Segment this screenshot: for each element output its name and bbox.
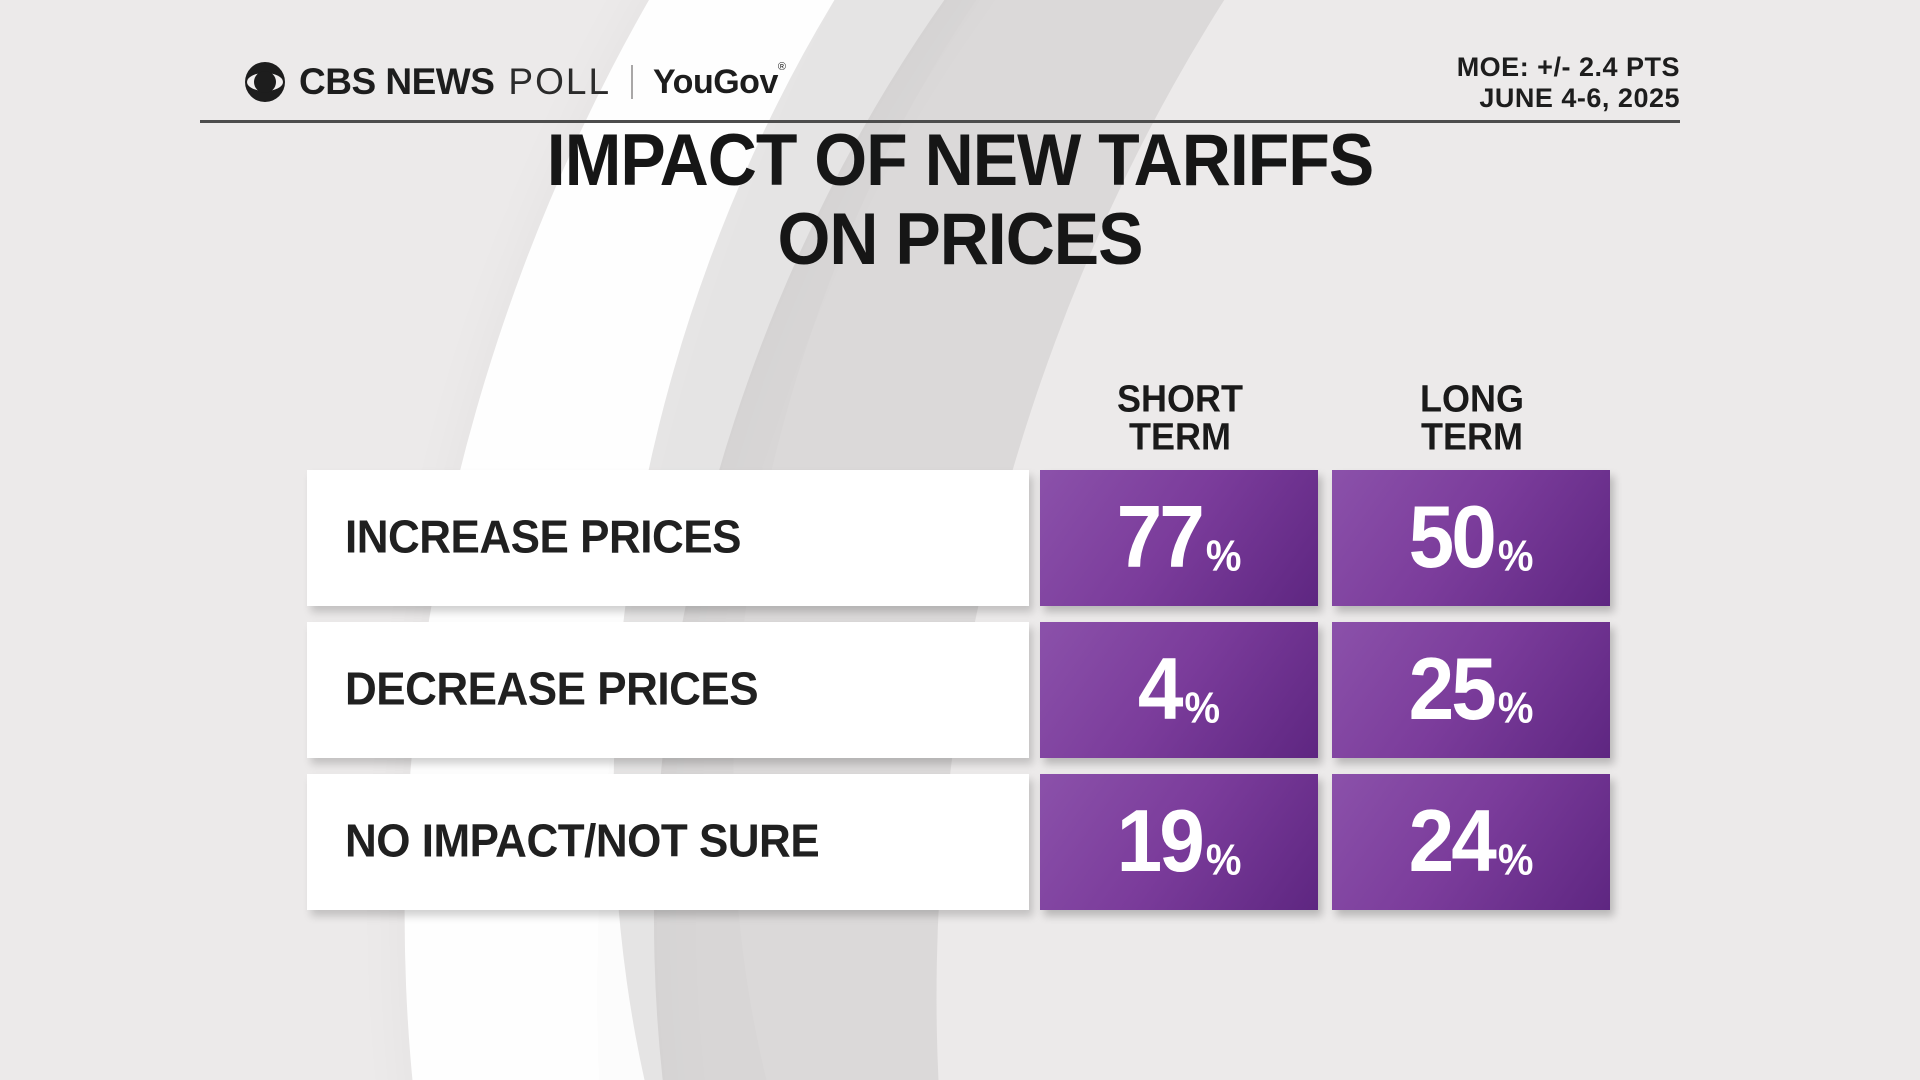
row-label-text: NO IMPACT/NOT SURE [345, 815, 820, 868]
page-title: IMPACT OF NEW TARIFFS ON PRICES [0, 118, 1920, 280]
header-divider-line [200, 120, 1680, 123]
percent-sign: % [1184, 685, 1221, 733]
value-number: 24 [1408, 792, 1497, 892]
value-number: 77 [1116, 488, 1205, 588]
cell-decrease-short-term: 4% [1040, 622, 1318, 758]
cell-no-impact-short-term: 19% [1040, 774, 1318, 910]
brand-yougov: YouGov® [653, 60, 786, 102]
value-number: 19 [1116, 792, 1205, 892]
brand-poll: POLL [508, 61, 612, 102]
column-header-long-term: LONG TERM [1332, 377, 1612, 458]
title-line-2: ON PRICES [777, 197, 1143, 280]
brand-lockup: CBS NEWS POLL YouGov® [245, 60, 786, 104]
title-line-1: IMPACT OF NEW TARIFFS [546, 118, 1374, 202]
table-row-label-decrease-prices: DECREASE PRICES [307, 622, 1029, 758]
value-number: 25 [1408, 640, 1497, 740]
moe-line: MOE: +/- 2.4 PTS [1456, 52, 1680, 82]
cell-decrease-long-term: 25% [1332, 622, 1610, 758]
column-header-short-term-label: SHORT TERM [1117, 377, 1243, 458]
cbs-eye-icon [245, 62, 285, 102]
value-number: 50 [1408, 488, 1497, 588]
percent-sign: % [1497, 685, 1534, 733]
value-number: 4 [1137, 640, 1184, 740]
table-row-label-increase-prices: INCREASE PRICES [307, 470, 1029, 606]
table-row-label-no-impact: NO IMPACT/NOT SURE [307, 774, 1029, 910]
row-label-text: DECREASE PRICES [345, 663, 759, 716]
registered-trademark-icon: ® [777, 60, 786, 73]
cell-increase-long-term: 50% [1332, 470, 1610, 606]
row-label-text: INCREASE PRICES [345, 511, 741, 564]
column-header-short-term: SHORT TERM [1040, 377, 1320, 458]
brand-cbs-news: CBS NEWS [299, 61, 495, 102]
moe-block: MOE: +/- 2.4 PTS JUNE 4-6, 2025 [1457, 52, 1680, 114]
column-header-long-term-label: LONG TERM [1420, 377, 1524, 458]
percent-sign: % [1205, 533, 1242, 581]
cell-no-impact-long-term: 24% [1332, 774, 1610, 910]
brand-yougov-text: YouGov [653, 62, 778, 101]
percent-sign: % [1497, 837, 1534, 885]
percent-sign: % [1497, 533, 1534, 581]
percent-sign: % [1205, 837, 1242, 885]
brand-divider [631, 65, 634, 99]
date-line: JUNE 4-6, 2025 [1479, 83, 1680, 114]
cell-increase-short-term: 77% [1040, 470, 1318, 606]
